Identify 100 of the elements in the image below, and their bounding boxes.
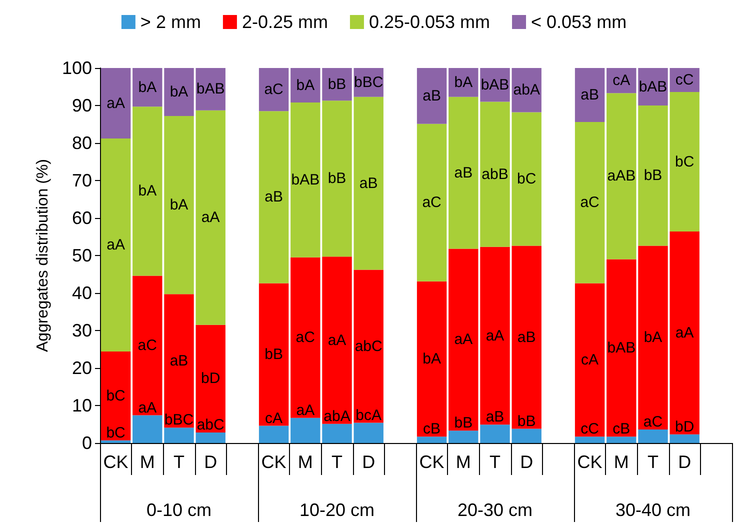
legend-label: > 2 mm — [140, 12, 201, 32]
data-label: aA — [675, 324, 694, 342]
data-label: bB — [264, 346, 283, 363]
x-tick-label: M — [298, 452, 313, 472]
x-tick-label: T — [332, 452, 342, 472]
bar — [574, 283, 605, 437]
data-label: aC — [643, 414, 663, 430]
y-tick-label: 50 — [72, 246, 92, 266]
y-tick-label: 0 — [82, 433, 92, 453]
x-tick-label: CK — [261, 452, 286, 472]
data-label: bA — [138, 78, 157, 96]
data-label: aAB — [607, 168, 636, 185]
x-tick-label: T — [648, 452, 658, 472]
data-label: bA — [170, 84, 188, 100]
y-axis-title: Aggregates distribution (%) — [34, 159, 52, 352]
data-label: bD — [201, 370, 220, 388]
data-label: bBC — [354, 74, 384, 91]
bar — [416, 281, 447, 437]
data-label: cA — [265, 410, 283, 427]
bar — [416, 436, 447, 443]
data-label: abA — [324, 408, 350, 425]
data-label: aB — [454, 164, 473, 182]
data-label: aB — [517, 328, 536, 346]
text: 10-20 cm — [299, 500, 375, 520]
data-label: cA — [581, 351, 599, 368]
data-label: bC — [517, 170, 536, 188]
legend-label: 0.25-0.053 mm — [368, 12, 490, 32]
data-label: bBC — [164, 412, 194, 429]
data-label: aA — [328, 332, 346, 349]
data-label: aC — [138, 337, 158, 354]
data-label: aA — [106, 236, 125, 254]
x-tick-label: M — [140, 452, 155, 472]
data-label: aA — [106, 94, 125, 112]
data-label: bB — [328, 170, 346, 188]
bar — [100, 440, 131, 443]
text: 0-10 cm — [146, 500, 212, 520]
data-label: bB — [328, 76, 346, 93]
data-label: bAB — [638, 78, 668, 96]
data-label: bB — [454, 414, 473, 432]
x-tick-label: D — [520, 452, 534, 472]
bar — [258, 283, 289, 426]
data-label: aB — [422, 87, 441, 104]
x-tick-label: D — [204, 452, 218, 472]
data-label: bC — [106, 387, 126, 404]
data-label: bAB — [291, 171, 320, 188]
data-label: cA — [612, 72, 630, 90]
bar — [574, 68, 605, 122]
data-label: aA — [201, 209, 220, 226]
text: 30-40 cm — [615, 500, 691, 520]
data-label: bAB — [607, 339, 636, 356]
data-label: bD — [675, 418, 694, 436]
data-label: aC — [422, 194, 442, 212]
data-label: bA — [296, 76, 315, 94]
data-label: bC — [106, 424, 126, 442]
data-label: aA — [138, 399, 157, 416]
bar — [416, 124, 447, 282]
data-label: aA — [486, 327, 504, 344]
x-tick-label: CK — [103, 452, 128, 472]
data-label: bAB — [196, 80, 225, 98]
bar — [574, 122, 605, 284]
text: 20-30 cm — [457, 500, 533, 520]
y-tick-label: 10 — [72, 396, 92, 416]
data-label: abC — [354, 338, 383, 355]
bar — [258, 68, 289, 112]
y-tick-label: 70 — [72, 170, 92, 190]
data-label: bB — [517, 412, 536, 430]
data-label: cB — [423, 420, 441, 438]
legend-label: 2-0.25 mm — [242, 12, 328, 32]
data-label: aB — [359, 174, 378, 192]
x-tick-label: M — [456, 452, 471, 472]
data-label: aC — [264, 81, 284, 98]
bar — [258, 111, 289, 284]
data-label: aB — [486, 408, 504, 426]
x-tick-label: M — [614, 452, 629, 472]
data-label: aB — [580, 86, 599, 104]
y-tick-label: 20 — [72, 358, 92, 378]
data-label: aA — [454, 331, 473, 348]
data-label: cB — [612, 420, 630, 438]
y-tick-label: 80 — [72, 133, 92, 153]
bar — [574, 436, 605, 443]
data-label: aA — [296, 402, 315, 419]
data-label: cC — [580, 420, 600, 438]
data-label: bA — [170, 196, 188, 214]
legend-label: < 0.053 mm — [531, 12, 627, 32]
x-tick-label: D — [678, 452, 692, 472]
x-tick-label: CK — [577, 452, 602, 472]
data-label: aB — [170, 352, 188, 370]
data-label: abA — [513, 82, 540, 99]
bar — [100, 68, 131, 138]
y-tick-label: 30 — [72, 320, 92, 340]
data-label: bC — [675, 153, 694, 170]
y-tick-label: 100 — [62, 58, 92, 78]
y-tick-label: 60 — [72, 208, 92, 228]
x-tick-label: T — [490, 452, 500, 472]
data-label: aC — [296, 329, 316, 346]
data-label: bB — [644, 167, 662, 184]
data-label: aB — [264, 188, 283, 206]
bar — [100, 352, 131, 440]
data-label: bcA — [356, 406, 382, 424]
data-label: aC — [580, 194, 600, 212]
